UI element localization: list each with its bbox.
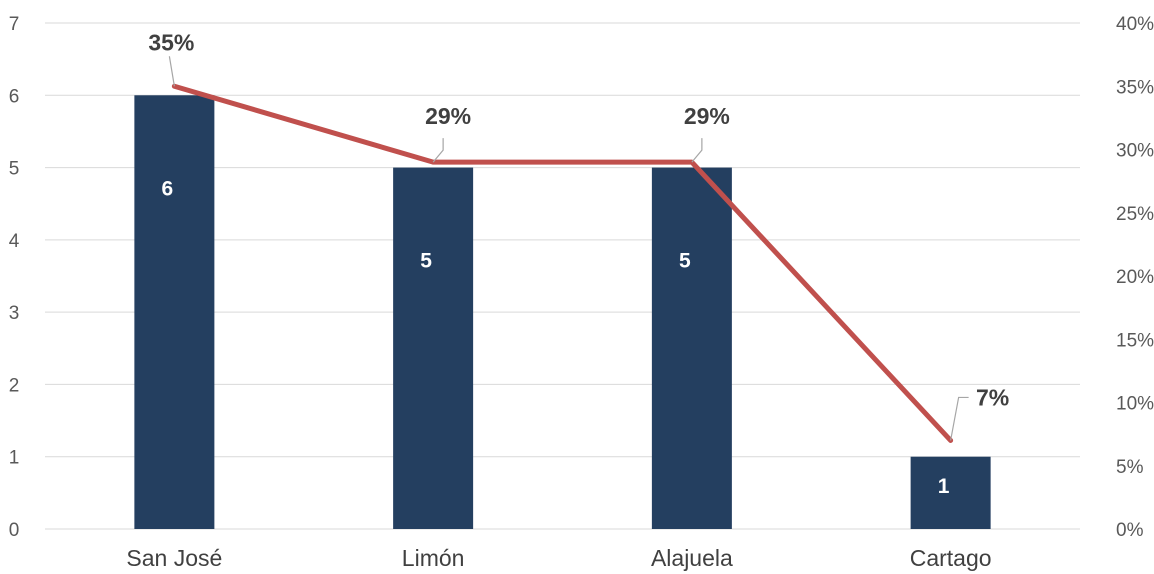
category-label: Cartago [910, 545, 992, 571]
left-axis-tick-label: 7 [9, 14, 20, 35]
right-y-axis: 0% 5% 10% 15% 20% 25% 30% 35% 40% [1116, 14, 1154, 541]
bar-data-label: 5 [679, 250, 691, 273]
percent-label-leader [950, 396, 969, 441]
right-axis-tick-label: 35% [1116, 77, 1154, 98]
right-axis-tick-label: 5% [1116, 457, 1144, 478]
bar-data-label: 6 [162, 177, 174, 200]
bar-data-label: 5 [420, 250, 432, 273]
right-axis-tick-label: 30% [1116, 141, 1154, 162]
left-axis-tick-label: 3 [9, 303, 20, 324]
gridlines [45, 22, 1080, 530]
percent-label-leader [432, 138, 444, 163]
right-axis-tick-label: 0% [1116, 520, 1144, 541]
left-axis-tick-label: 6 [9, 86, 20, 107]
percent-data-label: 29% [684, 103, 730, 129]
bar-data-labels: 6 5 5 1 [162, 177, 950, 498]
category-label: Limón [402, 545, 465, 571]
x-axis-category-labels: San José Limón Alajuela Cartago [126, 545, 991, 571]
bar [134, 95, 215, 530]
left-y-axis: 0 1 2 3 4 5 6 7 [9, 14, 20, 541]
right-axis-tick-label: 10% [1116, 394, 1154, 415]
bar [910, 456, 991, 529]
right-axis-tick-label: 20% [1116, 267, 1154, 288]
percent-label-leader [168, 56, 175, 87]
right-axis-tick-label: 25% [1116, 204, 1154, 225]
percent-label-leaders [168, 56, 969, 441]
percent-data-label: 35% [148, 29, 194, 55]
bar-series [134, 95, 991, 530]
category-label: San José [126, 545, 222, 571]
right-axis-tick-label: 40% [1116, 14, 1154, 35]
percent-line [171, 83, 954, 443]
right-axis-tick-label: 15% [1116, 330, 1154, 351]
bar [393, 167, 474, 530]
percent-line-series [171, 83, 954, 443]
percent-data-label: 7% [976, 384, 1009, 410]
percent-label-leader [691, 138, 703, 163]
left-axis-tick-label: 1 [9, 448, 20, 469]
bar [651, 167, 732, 530]
left-axis-tick-label: 2 [9, 375, 20, 396]
left-axis-tick-label: 5 [9, 159, 20, 180]
percent-data-labels: 35% 29% 29% 7% [148, 29, 1009, 410]
left-axis-tick-label: 4 [9, 231, 20, 252]
bar-data-label: 1 [938, 475, 950, 498]
category-label: Alajuela [651, 545, 733, 571]
left-axis-tick-label: 0 [9, 520, 20, 541]
percent-data-label: 29% [425, 103, 471, 129]
